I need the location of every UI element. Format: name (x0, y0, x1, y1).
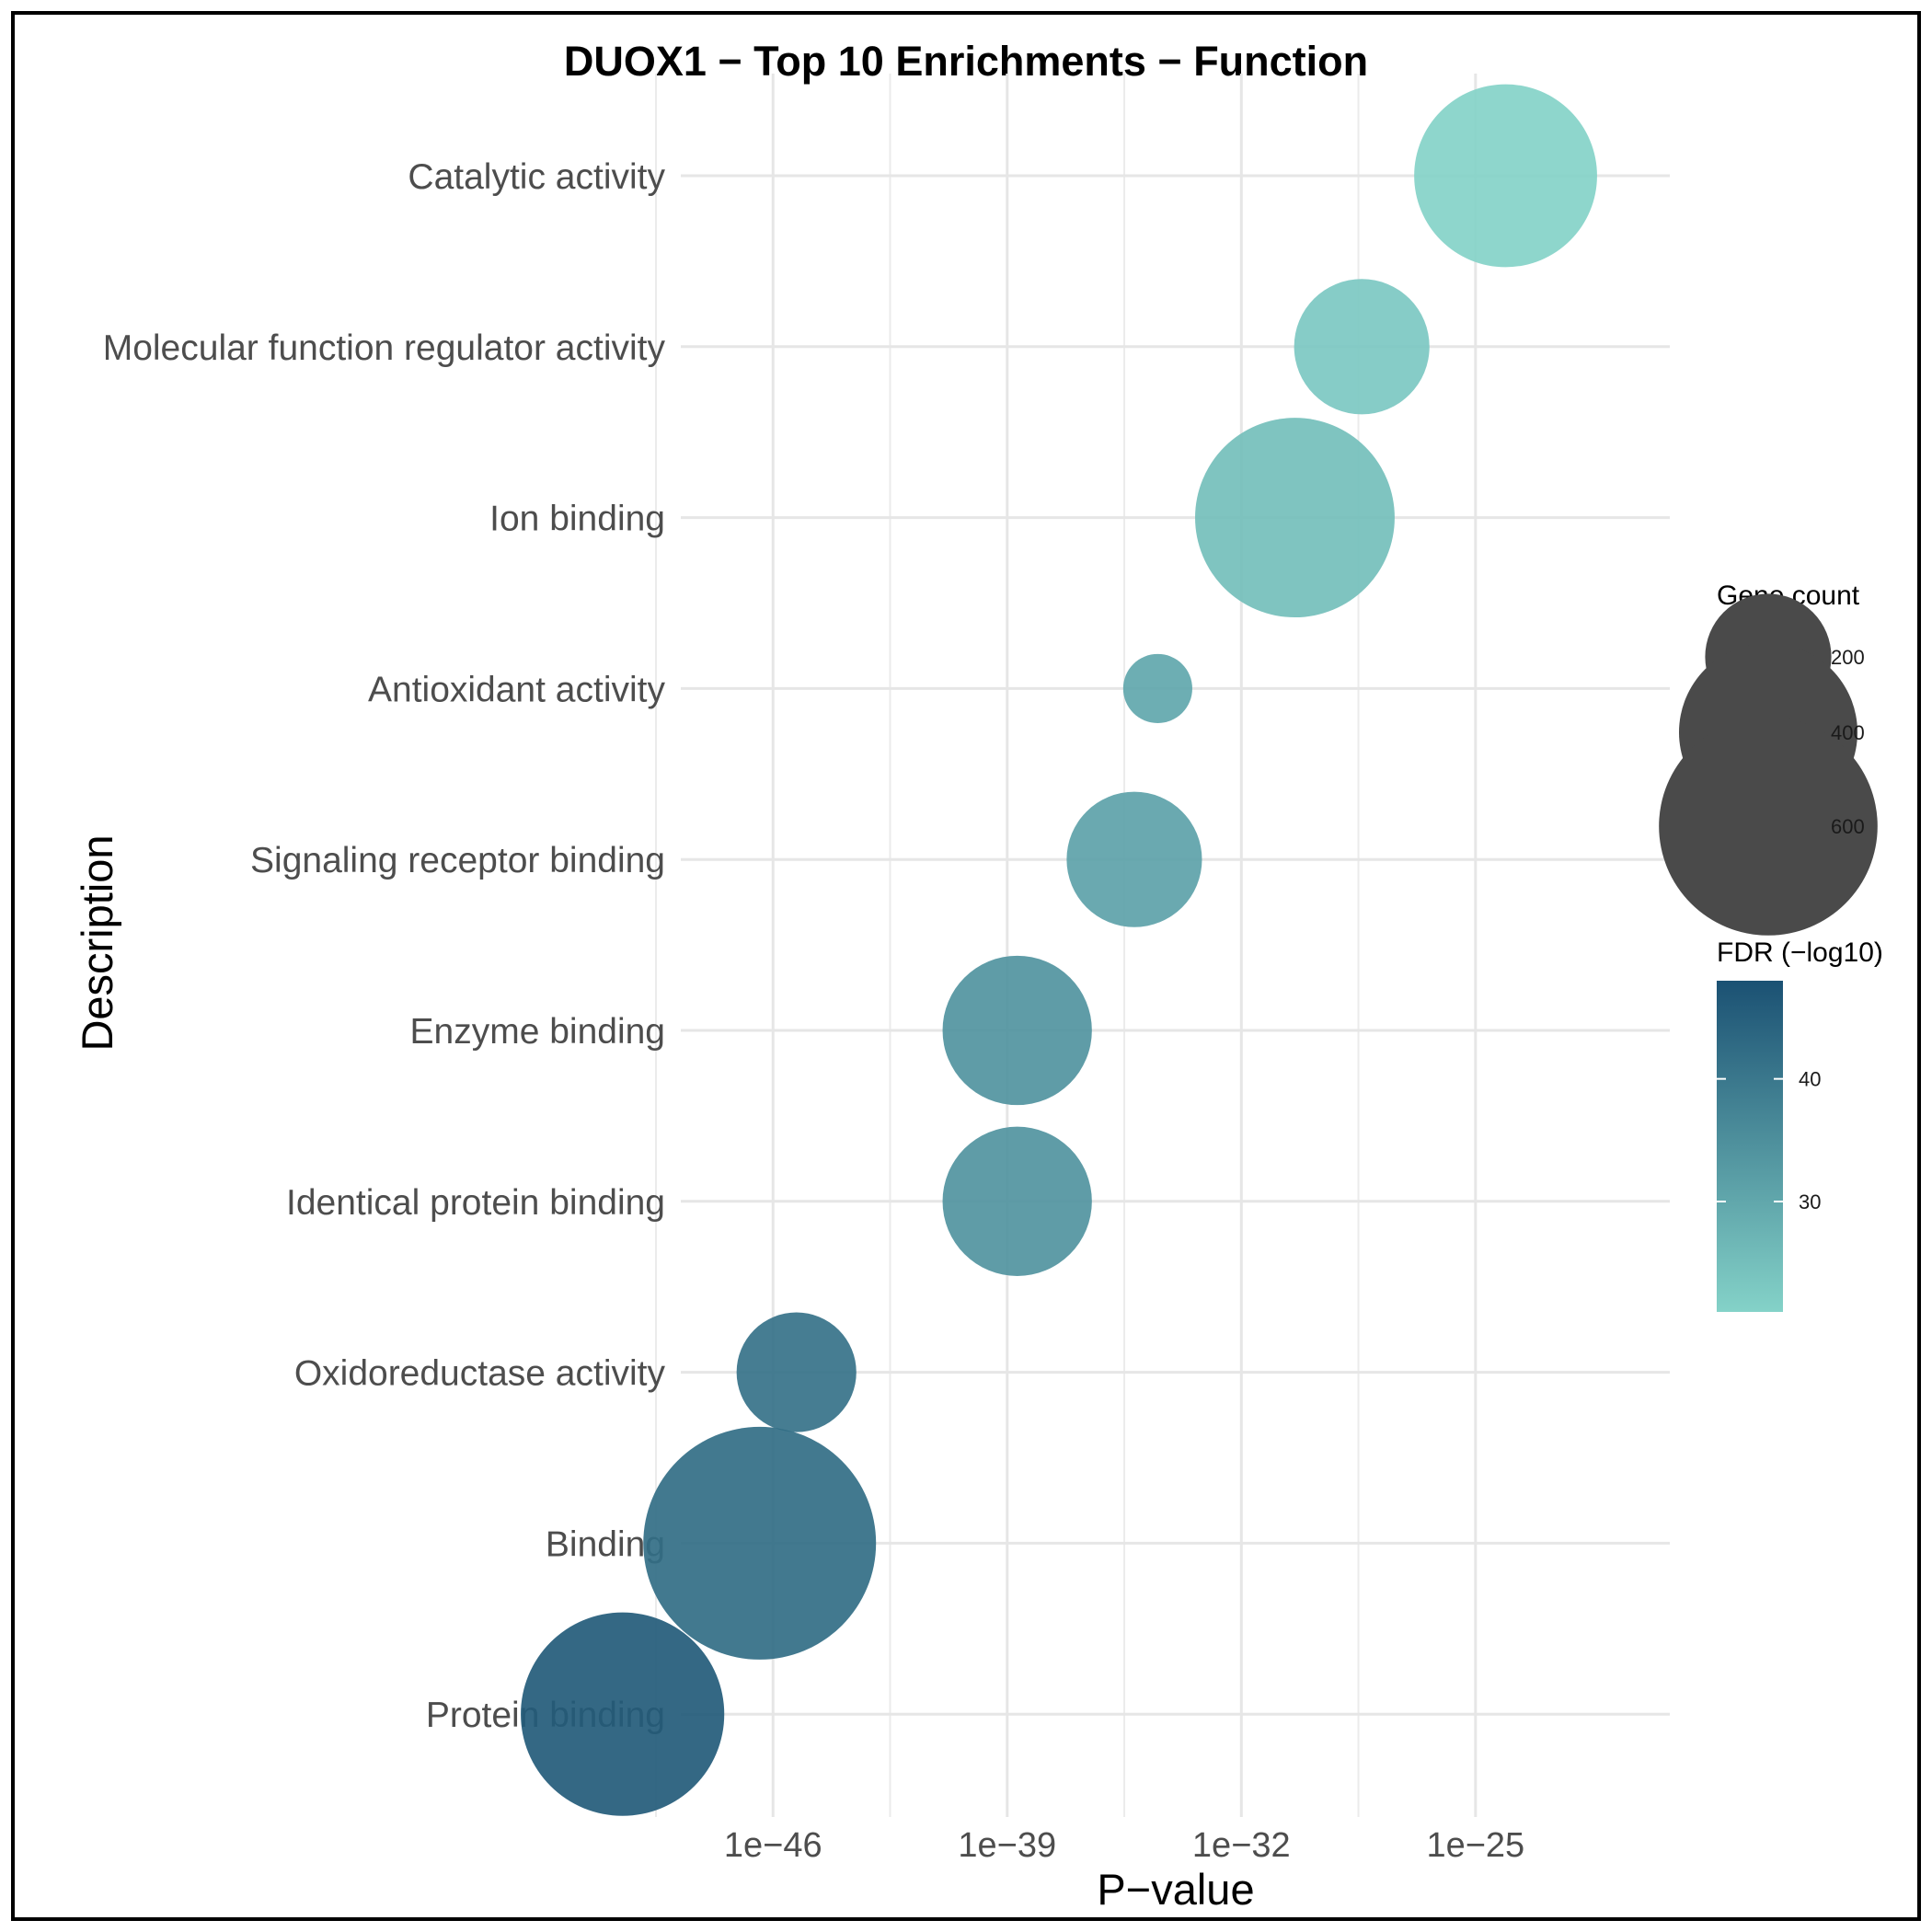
colorbar-label: 30 (1799, 1190, 1821, 1213)
y-axis-title: Description (73, 834, 121, 1051)
data-point (1294, 279, 1430, 415)
x-tick-label: 1e−25 (1426, 1826, 1524, 1865)
color-legend-title: FDR (−log10) (1717, 937, 1883, 968)
y-tick-label: Ion binding (489, 500, 665, 539)
x-tick-labels: 1e−46 1e−39 1e−32 1e−25 (724, 1826, 1524, 1865)
y-tick-label: Antioxidant activity (368, 670, 665, 709)
data-point (736, 1312, 857, 1432)
size-legend-circle (1659, 717, 1878, 936)
data-point (1066, 791, 1202, 927)
y-tick-label: Enzyme binding (410, 1012, 666, 1052)
data-point (1195, 418, 1395, 618)
x-tick-label: 1e−39 (958, 1826, 1056, 1865)
data-point (942, 1126, 1092, 1276)
data-point (1414, 84, 1597, 268)
y-tick-label: Molecular function regulator activity (103, 328, 666, 368)
x-tick-label: 1e−46 (724, 1826, 822, 1865)
x-axis-title: P−value (1097, 1865, 1254, 1914)
color-legend: FDR (−log10) 30 40 (1717, 937, 1883, 1312)
figure-border (11, 11, 1921, 1921)
data-point (1122, 653, 1192, 723)
size-legend-label: 400 (1831, 721, 1865, 744)
data-point (643, 1426, 877, 1660)
size-legend-label: 600 (1831, 815, 1865, 838)
y-tick-label: Identical protein binding (286, 1183, 665, 1223)
fdr-colorbar (1717, 981, 1783, 1312)
y-tick-label: Oxidoreductase activity (294, 1354, 666, 1394)
y-tick-label: Catalytic activity (408, 157, 665, 197)
colorbar-label: 40 (1799, 1068, 1821, 1091)
data-points (521, 84, 1597, 1816)
y-tick-label: Signaling receptor binding (250, 841, 665, 880)
data-point (942, 955, 1092, 1106)
data-point (521, 1612, 725, 1816)
x-tick-label: 1e−32 (1192, 1826, 1291, 1865)
chart-title: DUOX1 − Top 10 Enrichments − Function (564, 38, 1368, 85)
size-legend-label: 200 (1831, 646, 1865, 669)
